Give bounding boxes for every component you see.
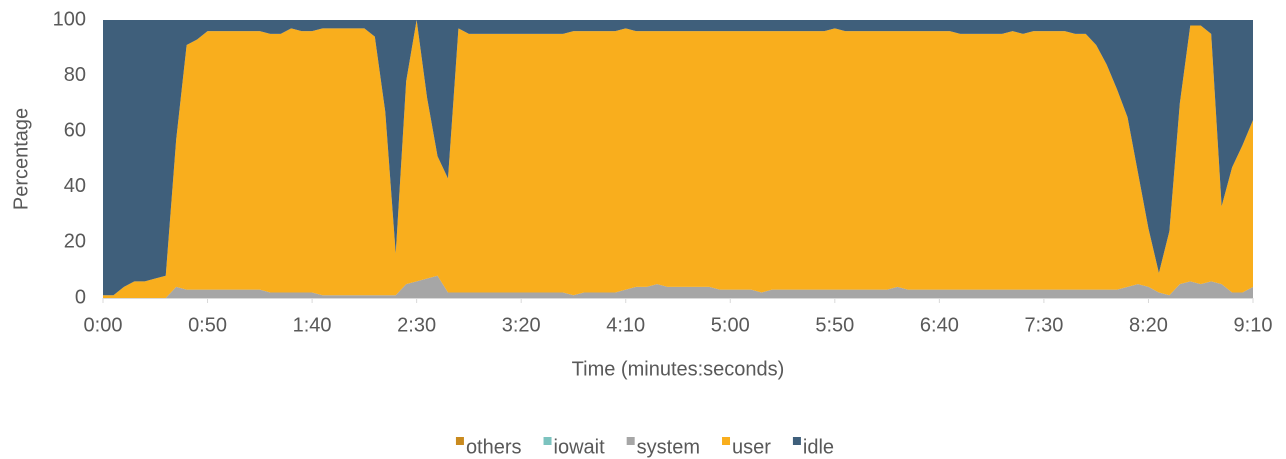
x-tick-label: 0:00 xyxy=(84,314,123,336)
x-tick-label: 5:00 xyxy=(711,314,750,336)
x-tick-label: 6:40 xyxy=(920,314,959,336)
y-tick-label: 0 xyxy=(75,286,86,308)
x-axis-label: Time (minutes:seconds) xyxy=(572,358,785,380)
y-tick-label: 20 xyxy=(64,231,86,253)
y-axis-label: Percentage xyxy=(10,108,32,210)
legend-label: iowait xyxy=(554,436,606,458)
y-tick-label: 40 xyxy=(64,175,86,197)
legend-swatch xyxy=(792,437,801,445)
legend-label: system xyxy=(637,436,700,458)
x-tick-label: 7:30 xyxy=(1024,314,1063,336)
legend-swatch xyxy=(455,437,464,445)
x-tick-label: 2:30 xyxy=(397,314,436,336)
x-tick-label: 3:20 xyxy=(502,314,541,336)
area-idle xyxy=(103,20,1253,296)
x-tick-label: 4:10 xyxy=(606,314,645,336)
legend-swatch xyxy=(543,437,552,445)
area-user xyxy=(103,20,1253,298)
y-tick-label: 100 xyxy=(53,8,86,30)
y-tick-label: 60 xyxy=(64,119,86,141)
x-tick-label: 9:10 xyxy=(1234,314,1273,336)
legend-swatch xyxy=(626,437,635,445)
y-tick-label: 80 xyxy=(64,64,86,86)
legend-label: others xyxy=(466,436,522,458)
legend-label: idle xyxy=(803,436,834,458)
x-tick-label: 5:50 xyxy=(815,314,854,336)
legend-label: user xyxy=(732,436,771,458)
x-tick-label: 8:20 xyxy=(1129,314,1168,336)
legend-swatch xyxy=(722,437,731,445)
x-tick-label: 0:50 xyxy=(188,314,227,336)
x-tick-label: 1:40 xyxy=(293,314,332,336)
